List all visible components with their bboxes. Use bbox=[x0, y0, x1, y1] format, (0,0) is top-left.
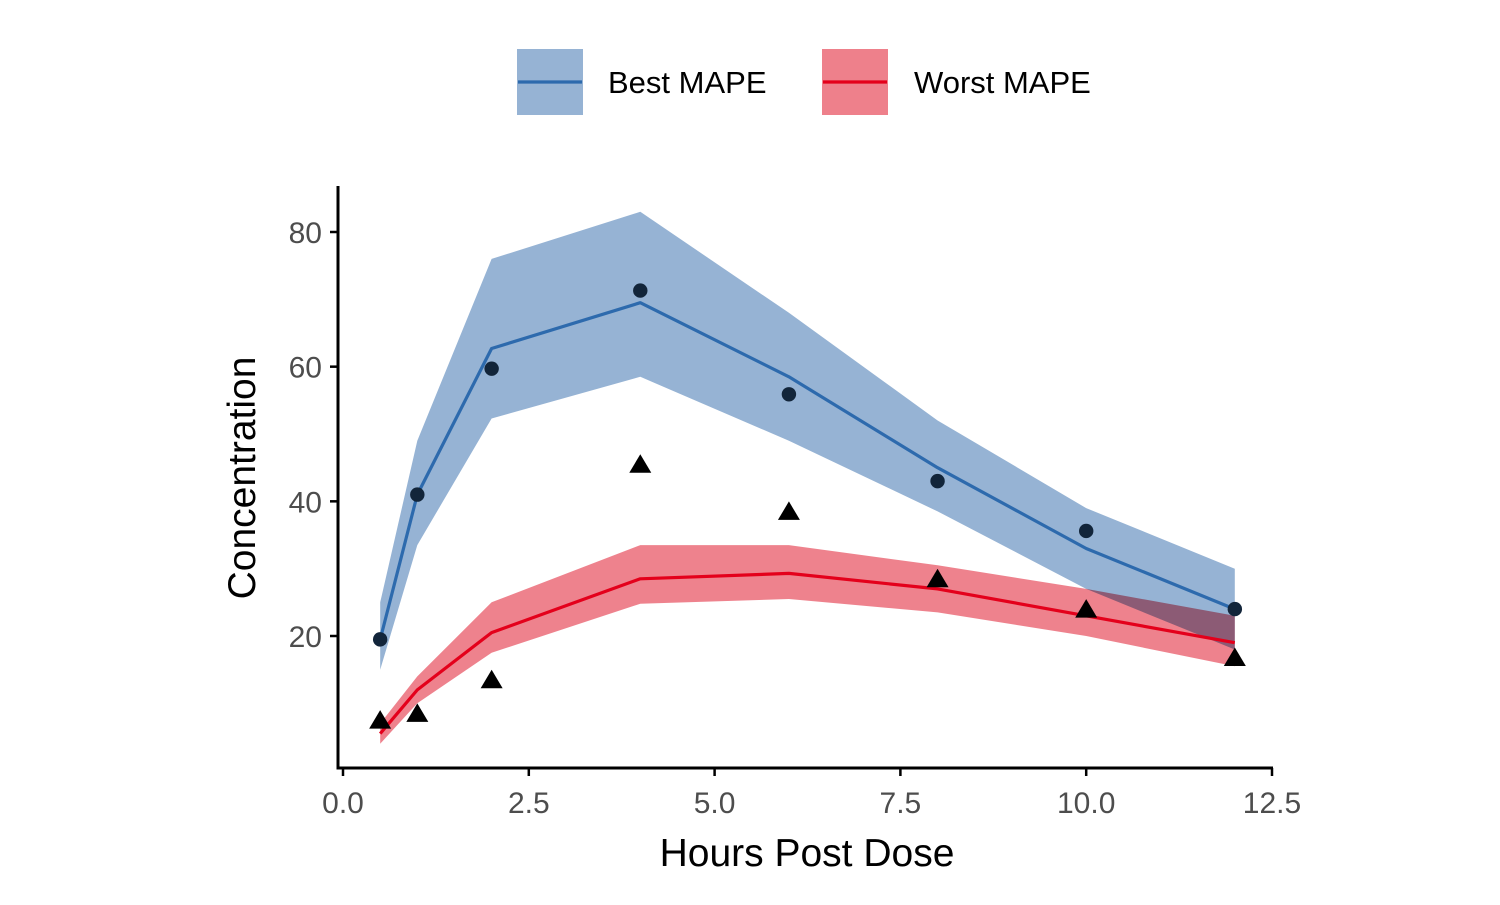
x-tick-label: 2.5 bbox=[508, 787, 550, 820]
best-mape-point bbox=[1079, 523, 1094, 539]
worst-mape-point bbox=[1075, 599, 1098, 618]
worst-mape-point bbox=[480, 669, 503, 689]
line-layer bbox=[378, 301, 1236, 735]
y-tick-label: 80 bbox=[289, 217, 322, 250]
worst-mape-point bbox=[1223, 647, 1246, 667]
best-mape-point bbox=[930, 473, 945, 489]
legend: Best MAPE Worst MAPE bbox=[517, 49, 1091, 115]
worst-mape-point bbox=[926, 568, 949, 588]
best-mape-line bbox=[378, 301, 1236, 640]
worst-mape-point bbox=[369, 710, 392, 729]
y-tick-label: 60 bbox=[289, 352, 322, 385]
worst-mape-point bbox=[777, 501, 800, 520]
best-mape-band bbox=[380, 211, 1235, 670]
worst-mape-line bbox=[378, 571, 1236, 735]
best-mape-point bbox=[633, 283, 648, 298]
tick-layer: 0.0 2.5 5.0 7.5 10.0 12.5 20 40 60 80 bbox=[289, 217, 1302, 820]
worst-mape-point bbox=[629, 454, 652, 473]
x-tick-label: 12.5 bbox=[1243, 787, 1301, 820]
y-axis-title: Concentration bbox=[221, 357, 264, 600]
best-mape-point bbox=[484, 361, 499, 376]
x-axis-title: Hours Post Dose bbox=[660, 832, 955, 875]
best-mape-legend-label: Best MAPE bbox=[608, 65, 767, 100]
x-tick-label: 5.0 bbox=[694, 787, 736, 820]
x-tick-label: 0.0 bbox=[322, 787, 364, 820]
worst-mape-legend-label: Worst MAPE bbox=[914, 65, 1091, 100]
axes-layer bbox=[336, 186, 1273, 770]
x-tick-label: 10.0 bbox=[1057, 787, 1115, 820]
point-layer bbox=[369, 283, 1246, 729]
best-mape-point bbox=[372, 632, 388, 647]
y-tick-label: 20 bbox=[289, 621, 322, 654]
band-layer bbox=[380, 211, 1235, 744]
x-tick-label: 7.5 bbox=[880, 787, 922, 820]
y-tick-label: 40 bbox=[289, 486, 322, 519]
worst-mape-point bbox=[406, 703, 429, 722]
best-mape-point bbox=[410, 487, 425, 502]
best-mape-point bbox=[781, 387, 797, 402]
best-mape-point bbox=[1227, 601, 1243, 617]
